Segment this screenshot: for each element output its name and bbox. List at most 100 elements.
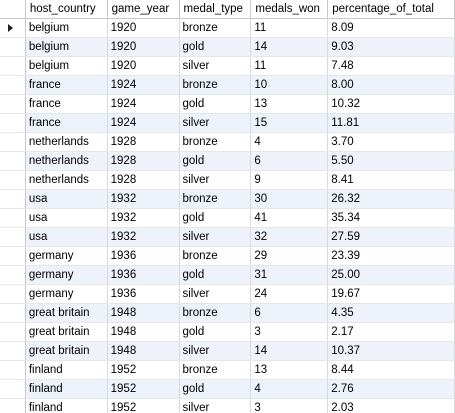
cell-game-year[interactable]: 1952 [107,379,180,399]
cell-medals-won[interactable]: 41 [250,208,329,228]
cell-percentage-of-total[interactable]: 5.50 [327,151,455,171]
cell-percentage-of-total[interactable]: 3.70 [327,132,455,152]
cell-medals-won[interactable]: 29 [250,246,329,266]
cell-medal-type[interactable]: silver [179,170,252,190]
cell-host-country[interactable]: finland [25,398,108,413]
cell-medals-won[interactable]: 6 [250,303,329,323]
cell-game-year[interactable]: 1928 [107,132,180,152]
cell-game-year[interactable]: 1924 [107,113,180,133]
table-row[interactable]: usa 1932 gold 41 35.34 [0,208,455,228]
cell-game-year[interactable]: 1952 [107,360,180,380]
cell-medals-won[interactable]: 13 [250,360,329,380]
cell-medals-won[interactable]: 14 [250,341,329,361]
row-selector[interactable] [0,18,26,38]
cell-medals-won[interactable]: 6 [250,151,329,171]
cell-percentage-of-total[interactable]: 2.76 [327,379,455,399]
cell-medal-type[interactable]: silver [179,113,252,133]
cell-medals-won[interactable]: 32 [250,227,329,247]
table-row[interactable]: germany 1936 gold 31 25.00 [0,265,455,285]
cell-percentage-of-total[interactable]: 2.03 [327,398,455,413]
cell-medal-type[interactable]: gold [179,265,252,285]
row-selector[interactable] [0,265,26,285]
cell-game-year[interactable]: 1924 [107,94,180,114]
table-row[interactable]: belgium 1920 gold 14 9.03 [0,37,455,57]
row-selector[interactable] [0,322,26,342]
cell-host-country[interactable]: usa [25,189,108,209]
column-header-host-country[interactable]: host_country [25,0,108,19]
cell-game-year[interactable]: 1928 [107,170,180,190]
cell-medal-type[interactable]: bronze [179,132,252,152]
cell-percentage-of-total[interactable]: 4.35 [327,303,455,323]
row-selector[interactable] [0,56,26,76]
cell-game-year[interactable]: 1948 [107,341,180,361]
row-selector[interactable] [0,227,26,247]
table-row[interactable]: belgium 1920 bronze 11 8.09 [0,18,455,38]
cell-host-country[interactable]: belgium [25,37,108,57]
cell-medal-type[interactable]: gold [179,379,252,399]
cell-host-country[interactable]: france [25,113,108,133]
cell-game-year[interactable]: 1920 [107,18,180,38]
cell-percentage-of-total[interactable]: 8.44 [327,360,455,380]
cell-percentage-of-total[interactable]: 19.67 [327,284,455,304]
cell-percentage-of-total[interactable]: 8.00 [327,75,455,95]
table-row[interactable]: germany 1936 bronze 29 23.39 [0,246,455,266]
cell-host-country[interactable]: netherlands [25,132,108,152]
cell-medals-won[interactable]: 11 [250,18,329,38]
cell-game-year[interactable]: 1932 [107,227,180,247]
row-selector[interactable] [0,151,26,171]
cell-game-year[interactable]: 1948 [107,322,180,342]
column-header-medal-type[interactable]: medal_type [179,0,252,19]
row-selector[interactable] [0,303,26,323]
cell-host-country[interactable]: netherlands [25,170,108,190]
row-selector[interactable] [0,37,26,57]
cell-medals-won[interactable]: 30 [250,189,329,209]
cell-game-year[interactable]: 1920 [107,56,180,76]
cell-percentage-of-total[interactable]: 10.37 [327,341,455,361]
table-row[interactable]: netherlands 1928 bronze 4 3.70 [0,132,455,152]
row-selector[interactable] [0,360,26,380]
cell-host-country[interactable]: great britain [25,303,108,323]
cell-percentage-of-total[interactable]: 35.34 [327,208,455,228]
cell-medal-type[interactable]: silver [179,56,252,76]
table-row[interactable]: great britain 1948 bronze 6 4.35 [0,303,455,323]
cell-medals-won[interactable]: 14 [250,37,329,57]
table-row[interactable]: belgium 1920 silver 11 7.48 [0,56,455,76]
cell-medal-type[interactable]: gold [179,94,252,114]
cell-game-year[interactable]: 1932 [107,189,180,209]
cell-medals-won[interactable]: 9 [250,170,329,190]
cell-percentage-of-total[interactable]: 11.81 [327,113,455,133]
cell-host-country[interactable]: france [25,94,108,114]
cell-host-country[interactable]: great britain [25,341,108,361]
cell-medal-type[interactable]: gold [179,37,252,57]
cell-percentage-of-total[interactable]: 8.09 [327,18,455,38]
cell-percentage-of-total[interactable]: 8.41 [327,170,455,190]
row-header-corner[interactable] [0,0,26,19]
cell-medals-won[interactable]: 15 [250,113,329,133]
cell-medal-type[interactable]: silver [179,227,252,247]
table-row[interactable]: netherlands 1928 gold 6 5.50 [0,151,455,171]
row-selector[interactable] [0,189,26,209]
cell-percentage-of-total[interactable]: 26.32 [327,189,455,209]
cell-host-country[interactable]: usa [25,227,108,247]
table-row[interactable]: germany 1936 silver 24 19.67 [0,284,455,304]
cell-medal-type[interactable]: bronze [179,303,252,323]
table-row[interactable]: usa 1932 silver 32 27.59 [0,227,455,247]
cell-medals-won[interactable]: 3 [250,322,329,342]
table-row[interactable]: netherlands 1928 silver 9 8.41 [0,170,455,190]
cell-medal-type[interactable]: bronze [179,18,252,38]
cell-medals-won[interactable]: 4 [250,132,329,152]
cell-percentage-of-total[interactable]: 25.00 [327,265,455,285]
cell-host-country[interactable]: belgium [25,56,108,76]
table-row[interactable]: finland 1952 gold 4 2.76 [0,379,455,399]
cell-host-country[interactable]: germany [25,265,108,285]
cell-medal-type[interactable]: silver [179,341,252,361]
row-selector[interactable] [0,246,26,266]
table-row[interactable]: france 1924 gold 13 10.32 [0,94,455,114]
cell-medals-won[interactable]: 3 [250,398,329,413]
cell-medal-type[interactable]: gold [179,208,252,228]
cell-host-country[interactable]: usa [25,208,108,228]
cell-host-country[interactable]: germany [25,246,108,266]
cell-medals-won[interactable]: 10 [250,75,329,95]
cell-game-year[interactable]: 1920 [107,37,180,57]
cell-game-year[interactable]: 1936 [107,246,180,266]
